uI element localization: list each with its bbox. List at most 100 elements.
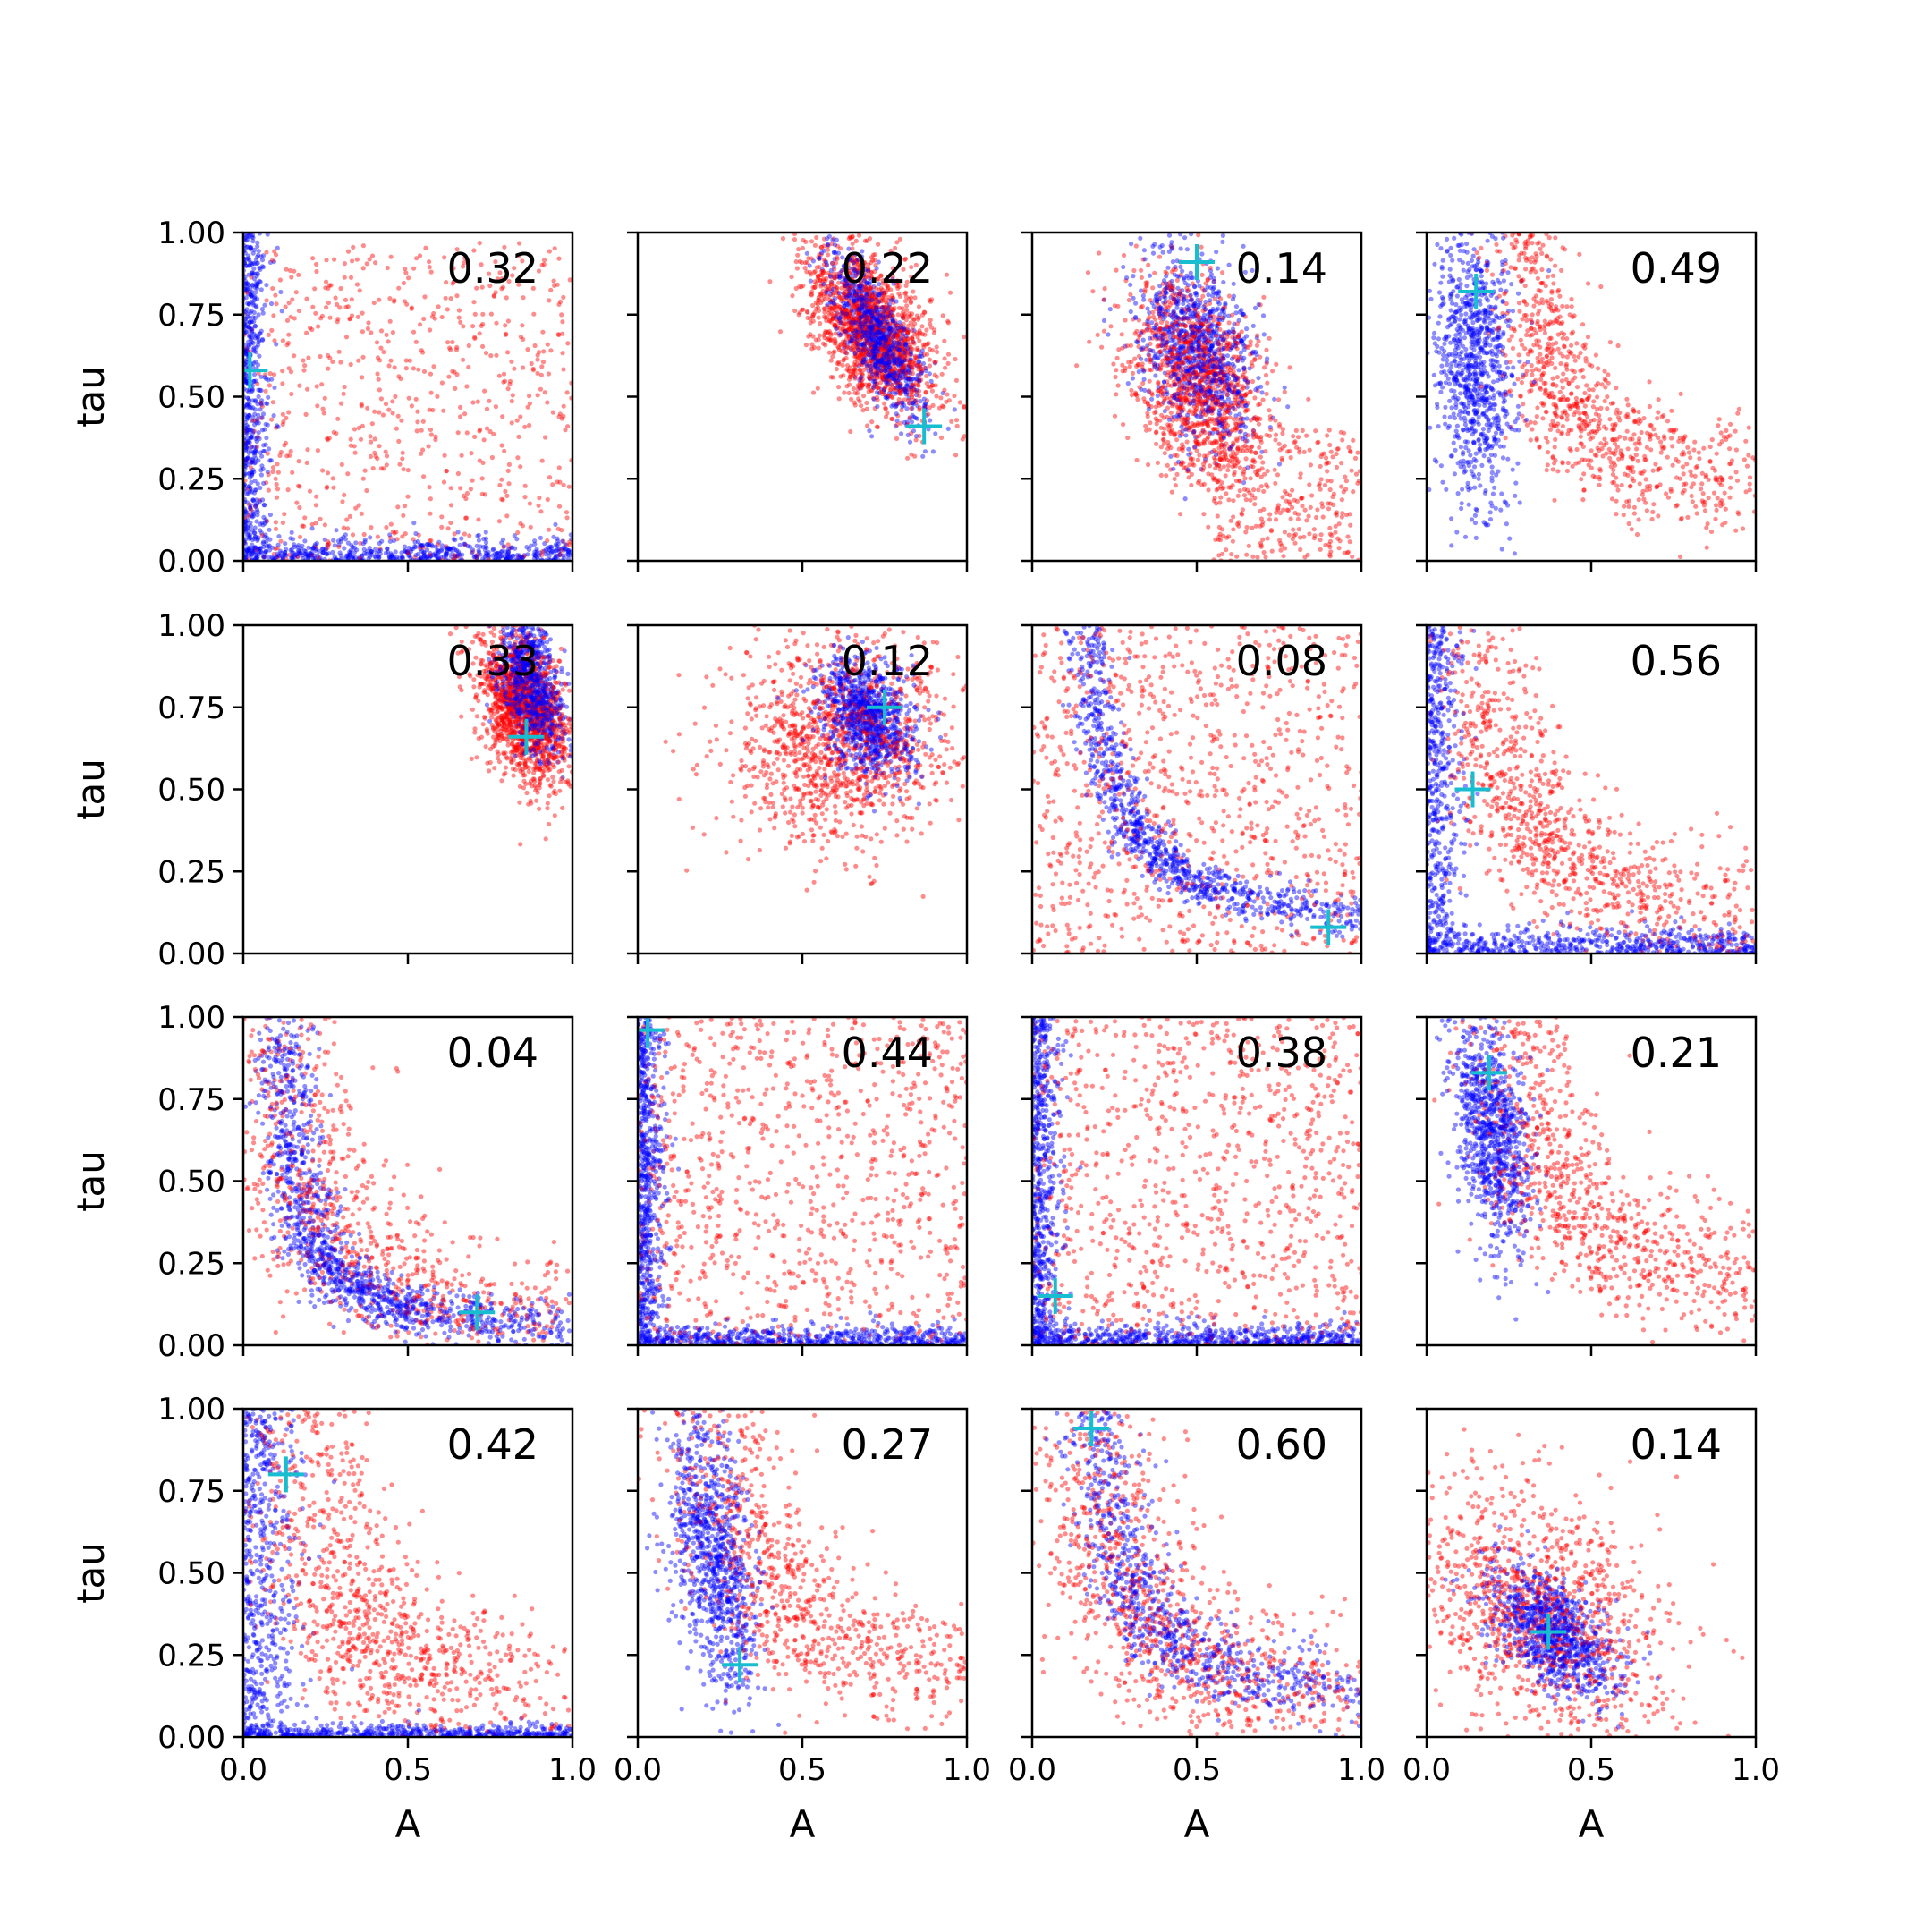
point bbox=[859, 352, 864, 358]
point bbox=[843, 311, 850, 317]
point bbox=[564, 542, 570, 547]
point bbox=[845, 288, 851, 293]
point bbox=[400, 450, 405, 455]
point bbox=[348, 361, 353, 368]
point bbox=[445, 307, 450, 312]
point bbox=[287, 453, 292, 458]
point bbox=[869, 342, 875, 347]
point bbox=[510, 273, 515, 278]
point bbox=[879, 346, 885, 352]
point bbox=[874, 305, 879, 310]
point bbox=[869, 346, 874, 352]
point bbox=[377, 444, 382, 449]
point bbox=[444, 551, 449, 556]
point bbox=[1177, 433, 1182, 438]
point bbox=[425, 555, 430, 561]
point bbox=[316, 324, 321, 329]
point bbox=[869, 387, 874, 393]
point bbox=[842, 320, 848, 326]
point bbox=[1179, 292, 1184, 298]
point bbox=[894, 418, 900, 423]
point bbox=[887, 360, 893, 365]
point bbox=[427, 485, 432, 490]
point bbox=[940, 390, 945, 396]
point bbox=[250, 542, 255, 547]
point bbox=[863, 300, 869, 305]
point bbox=[881, 305, 886, 310]
point bbox=[405, 551, 411, 556]
point bbox=[1223, 379, 1228, 385]
point bbox=[262, 534, 267, 539]
point bbox=[859, 289, 864, 294]
point bbox=[940, 313, 945, 318]
point bbox=[1178, 345, 1183, 351]
point bbox=[852, 288, 857, 293]
point bbox=[920, 453, 926, 459]
point bbox=[1221, 443, 1226, 448]
point bbox=[908, 300, 913, 306]
point bbox=[261, 448, 267, 454]
point bbox=[900, 306, 905, 311]
point bbox=[1207, 309, 1212, 315]
point bbox=[246, 263, 252, 268]
point bbox=[847, 266, 852, 271]
point bbox=[845, 258, 851, 263]
point bbox=[246, 547, 251, 553]
point bbox=[1179, 306, 1184, 311]
point bbox=[905, 327, 911, 333]
point bbox=[815, 277, 820, 283]
point bbox=[531, 555, 538, 561]
point bbox=[1195, 329, 1200, 335]
point bbox=[1160, 332, 1165, 337]
point bbox=[848, 308, 854, 313]
point bbox=[868, 326, 873, 331]
point bbox=[483, 550, 488, 556]
point bbox=[857, 324, 862, 329]
point bbox=[842, 328, 847, 334]
point bbox=[880, 360, 886, 366]
point bbox=[1204, 347, 1209, 352]
point bbox=[861, 313, 867, 318]
point bbox=[874, 330, 879, 335]
point bbox=[1160, 335, 1165, 340]
point bbox=[827, 318, 833, 324]
point bbox=[389, 553, 394, 558]
point bbox=[834, 315, 839, 320]
point bbox=[254, 285, 260, 291]
point bbox=[1162, 326, 1167, 332]
point bbox=[875, 385, 880, 390]
point bbox=[1157, 350, 1163, 355]
point bbox=[262, 503, 267, 508]
point bbox=[1242, 435, 1248, 440]
point bbox=[456, 315, 462, 320]
point bbox=[844, 292, 850, 299]
point bbox=[880, 278, 886, 284]
point bbox=[891, 327, 896, 333]
point bbox=[809, 289, 815, 294]
point bbox=[475, 552, 480, 557]
point bbox=[288, 536, 293, 541]
point bbox=[862, 327, 869, 333]
point bbox=[891, 313, 896, 318]
point bbox=[250, 315, 256, 320]
point bbox=[902, 353, 908, 359]
point bbox=[862, 269, 868, 275]
point bbox=[851, 270, 856, 275]
point bbox=[902, 362, 907, 368]
point bbox=[860, 288, 866, 293]
point bbox=[384, 453, 390, 459]
point bbox=[886, 301, 893, 307]
point bbox=[871, 352, 877, 358]
point bbox=[470, 547, 476, 553]
point bbox=[883, 405, 888, 411]
point bbox=[822, 335, 827, 341]
point bbox=[852, 375, 858, 380]
point bbox=[843, 336, 850, 342]
point bbox=[852, 390, 858, 395]
point bbox=[863, 312, 869, 318]
point bbox=[891, 369, 896, 375]
point bbox=[277, 277, 283, 283]
point bbox=[833, 260, 839, 266]
point bbox=[1184, 331, 1190, 336]
point bbox=[335, 317, 341, 322]
